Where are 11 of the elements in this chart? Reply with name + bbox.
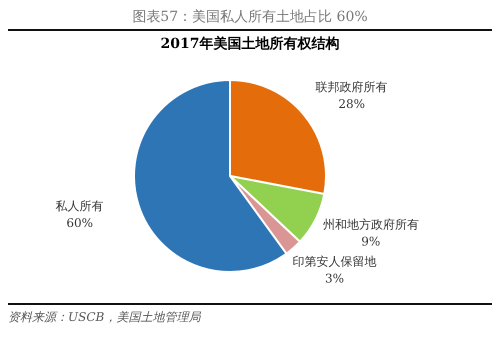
slice-label: 私人所有 bbox=[56, 199, 104, 214]
slice-label: 州和地方政府所有 bbox=[322, 217, 419, 232]
data-label: 3% bbox=[324, 272, 344, 286]
data-label: 60% bbox=[66, 216, 94, 230]
text: 资料来源：USCB，美国土地管理局 bbox=[8, 309, 202, 326]
slice-label: 印第安人保留地 bbox=[292, 254, 376, 269]
data-label: 9% bbox=[361, 234, 380, 248]
chart-subtitle: 2017年美国土地所有权结构 bbox=[160, 35, 340, 53]
chart-title: 图表57：美国私人所有土地占比 60% bbox=[8, 8, 492, 31]
data-label: 28% bbox=[338, 96, 366, 111]
slice-label: 联邦政府所有 bbox=[316, 80, 388, 94]
